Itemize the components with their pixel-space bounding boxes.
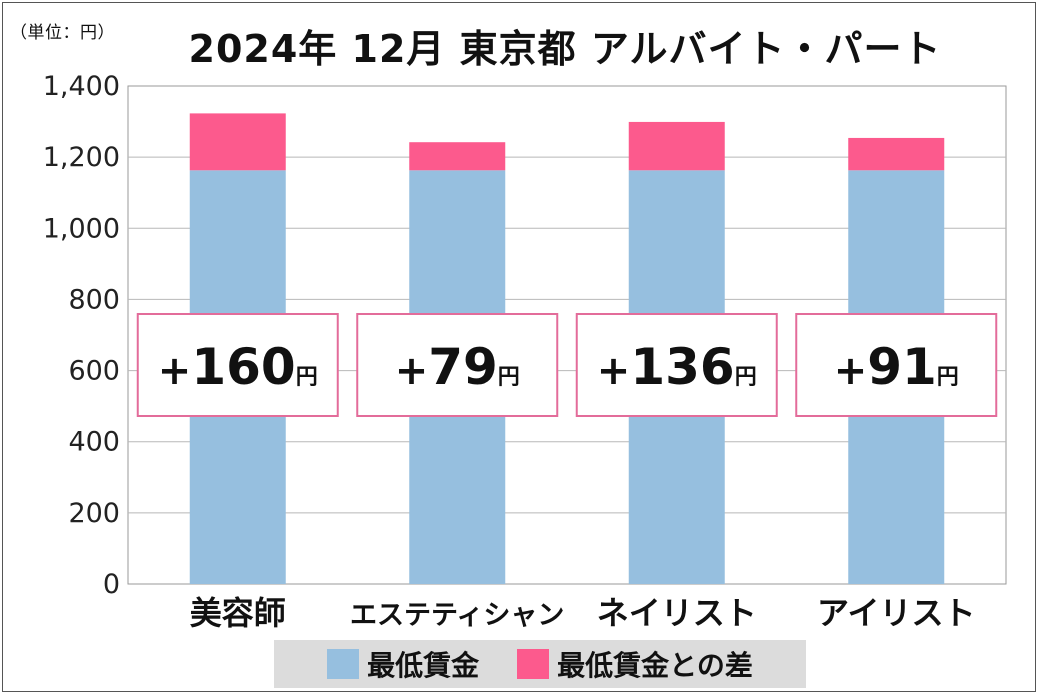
data-label: +136円 [597, 338, 757, 396]
y-tick-label: 200 [68, 498, 120, 529]
y-tick-label: 400 [68, 427, 120, 458]
data-label-box [795, 313, 998, 417]
legend: 最低賃金 最低賃金との差 [274, 640, 806, 688]
y-tick-label: 0 [103, 569, 120, 600]
legend-label-difference: 最低賃金との差 [557, 649, 753, 682]
y-tick-label: 600 [68, 356, 120, 387]
data-label: +91円 [834, 338, 959, 396]
x-tick-label: 美容師 [190, 594, 286, 632]
y-tick-label: 800 [68, 284, 120, 315]
data-label: +79円 [395, 338, 520, 396]
x-tick-label: ネイリスト [597, 594, 757, 632]
legend-label-minimum-wage: 最低賃金 [367, 649, 480, 682]
data-label-box [356, 313, 559, 417]
legend-swatch-minimum-wage [327, 649, 360, 679]
bar-difference [848, 137, 945, 171]
data-label-box [136, 313, 339, 417]
bar-difference [628, 121, 725, 171]
chart-title: 2024年 12月 東京都 アルバイト・パート [188, 27, 942, 71]
y-tick-label: 1,000 [43, 213, 120, 244]
y-tick-label: 1,400 [43, 71, 120, 102]
x-tick-label: エステティシャン [350, 600, 564, 631]
x-tick-label: アイリスト [817, 594, 975, 632]
legend-swatch-difference [517, 649, 550, 679]
y-tick-label: 1,200 [43, 142, 120, 173]
bar-difference [409, 142, 506, 171]
bar-difference [189, 113, 286, 171]
unit-label: （単位：円） [10, 23, 115, 43]
legend-item-difference: 最低賃金との差 [517, 644, 753, 684]
data-label: +160円 [158, 338, 318, 396]
legend-item-minimum-wage: 最低賃金 [327, 644, 479, 684]
data-label-box [575, 313, 778, 417]
